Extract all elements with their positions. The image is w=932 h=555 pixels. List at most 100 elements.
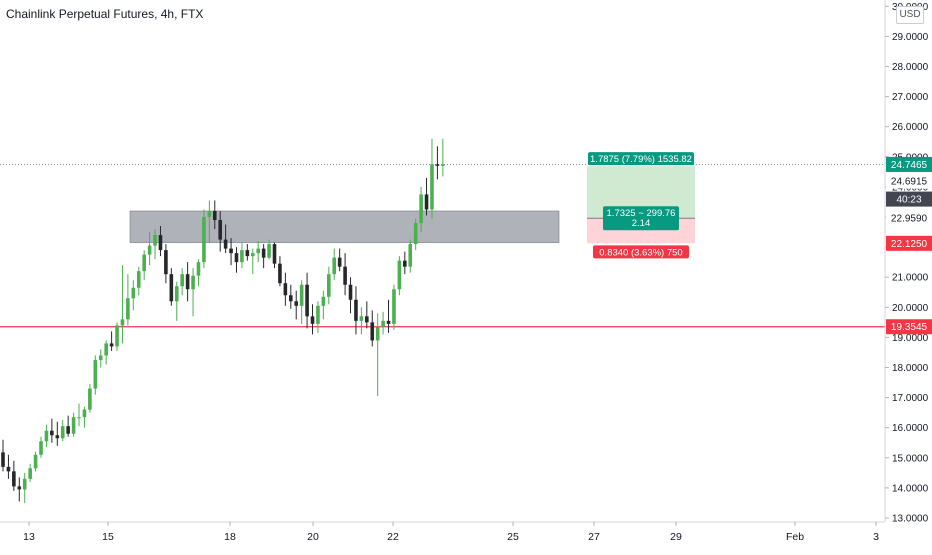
candle-body bbox=[441, 164, 445, 166]
candle-body bbox=[408, 244, 413, 267]
candle-body bbox=[261, 248, 266, 258]
candle-body bbox=[77, 417, 81, 419]
candle-body bbox=[403, 260, 407, 267]
candle-body bbox=[234, 253, 239, 263]
candle-body bbox=[283, 283, 288, 296]
candle-body bbox=[93, 359, 98, 389]
price-tick-label: 13.0000 bbox=[892, 514, 929, 525]
candle-body bbox=[115, 325, 119, 347]
candle-body bbox=[98, 355, 103, 360]
candle-body bbox=[12, 471, 16, 487]
chart-title: Chainlink Perpetual Futures, 4h, FTX bbox=[6, 7, 204, 21]
price-tick-label: 20.0000 bbox=[892, 303, 929, 314]
position-info-label-box bbox=[603, 206, 679, 231]
candle-body bbox=[288, 295, 293, 302]
candle-body bbox=[6, 466, 11, 472]
time-tick-label: 13 bbox=[23, 531, 35, 543]
candle-body bbox=[392, 289, 396, 324]
candle-body bbox=[229, 248, 233, 254]
time-tick-label: 27 bbox=[588, 531, 600, 543]
price-tick-label: 16.0000 bbox=[892, 423, 929, 434]
position-info-label-text: 2.14 bbox=[632, 218, 651, 229]
candle-body bbox=[386, 320, 391, 324]
candle-body bbox=[28, 468, 32, 479]
candle-body bbox=[88, 388, 92, 410]
time-tick-label: 18 bbox=[224, 531, 236, 543]
candle-body bbox=[419, 194, 423, 224]
candle-body bbox=[1, 452, 5, 467]
candle-body bbox=[17, 486, 22, 490]
candle-body bbox=[256, 248, 261, 254]
candle-body bbox=[299, 284, 304, 306]
candle-body bbox=[120, 319, 125, 326]
candle-body bbox=[22, 478, 27, 490]
candle-body bbox=[44, 430, 49, 442]
candle-body bbox=[71, 417, 76, 434]
candle-body bbox=[212, 210, 217, 221]
countdown-label-text: 40:23 bbox=[896, 195, 921, 206]
candle-body bbox=[435, 164, 440, 166]
time-tick-label: 15 bbox=[102, 531, 114, 543]
target-price-label-box bbox=[886, 173, 932, 189]
candle-body bbox=[126, 298, 130, 320]
candle-body bbox=[332, 257, 337, 275]
currency-button[interactable]: USD bbox=[896, 6, 924, 24]
candle-body bbox=[191, 275, 195, 290]
candle-body bbox=[321, 296, 326, 306]
candle-body bbox=[267, 244, 271, 258]
candle-body bbox=[316, 305, 320, 324]
price-tick-label: 28.0000 bbox=[892, 62, 929, 73]
candle-body bbox=[223, 239, 228, 249]
support-price-label-box bbox=[886, 319, 932, 335]
candle-body bbox=[348, 284, 353, 300]
candle-body bbox=[397, 260, 402, 290]
candle-body bbox=[158, 235, 163, 251]
price-tick-label: 15.0000 bbox=[892, 453, 929, 464]
time-tick-label: 29 bbox=[670, 531, 682, 543]
time-tick-label: 25 bbox=[507, 531, 519, 543]
candle-body bbox=[359, 316, 364, 321]
price-tick-label: 19.0000 bbox=[892, 333, 929, 344]
price-tick-label: 26.0000 bbox=[892, 122, 929, 133]
candle-body bbox=[245, 250, 250, 257]
last-price-label-text: 24.7465 bbox=[891, 160, 928, 171]
time-tick-label: Feb bbox=[786, 531, 804, 543]
candle-body bbox=[104, 343, 108, 356]
candle-body bbox=[174, 286, 179, 302]
candle-body bbox=[294, 301, 299, 306]
candle-body bbox=[430, 164, 434, 210]
candle-body bbox=[39, 441, 43, 455]
candle-body bbox=[202, 217, 206, 263]
loss-label-box bbox=[593, 245, 689, 259]
candle-body bbox=[60, 426, 65, 439]
profit-label-text: 1.7875 (7.79%) 1535.82 bbox=[590, 154, 692, 165]
entry-price-label-text: 22.9590 bbox=[891, 214, 928, 225]
price-tick-label: 21.0000 bbox=[892, 273, 929, 284]
entry-price-label-box bbox=[886, 210, 932, 226]
candle-body bbox=[365, 316, 369, 323]
price-tick-label: 18.0000 bbox=[892, 363, 929, 374]
candle-body bbox=[185, 274, 190, 290]
candle-body bbox=[136, 271, 141, 288]
candle-body bbox=[153, 235, 157, 246]
time-tick-label: 20 bbox=[307, 531, 319, 543]
candle-body bbox=[354, 299, 358, 321]
candle-body bbox=[305, 284, 309, 317]
price-tick-label: 17.0000 bbox=[892, 393, 929, 404]
target-price-label-text: 24.6915 bbox=[891, 177, 928, 188]
candle-body bbox=[207, 210, 212, 217]
candle-body bbox=[66, 426, 70, 434]
support-price-label-text: 19.3545 bbox=[891, 322, 928, 333]
candle-body bbox=[278, 263, 282, 284]
candle-body bbox=[424, 194, 429, 210]
candle-body bbox=[169, 274, 174, 302]
candle-body bbox=[240, 250, 244, 263]
candle-body bbox=[250, 253, 255, 257]
loss-label-text: 0.8340 (3.63%) 750 bbox=[599, 247, 682, 258]
time-tick-label: 3 bbox=[873, 531, 879, 543]
candle-body bbox=[33, 454, 38, 469]
candle-body bbox=[310, 316, 315, 324]
candle-body bbox=[109, 343, 114, 347]
